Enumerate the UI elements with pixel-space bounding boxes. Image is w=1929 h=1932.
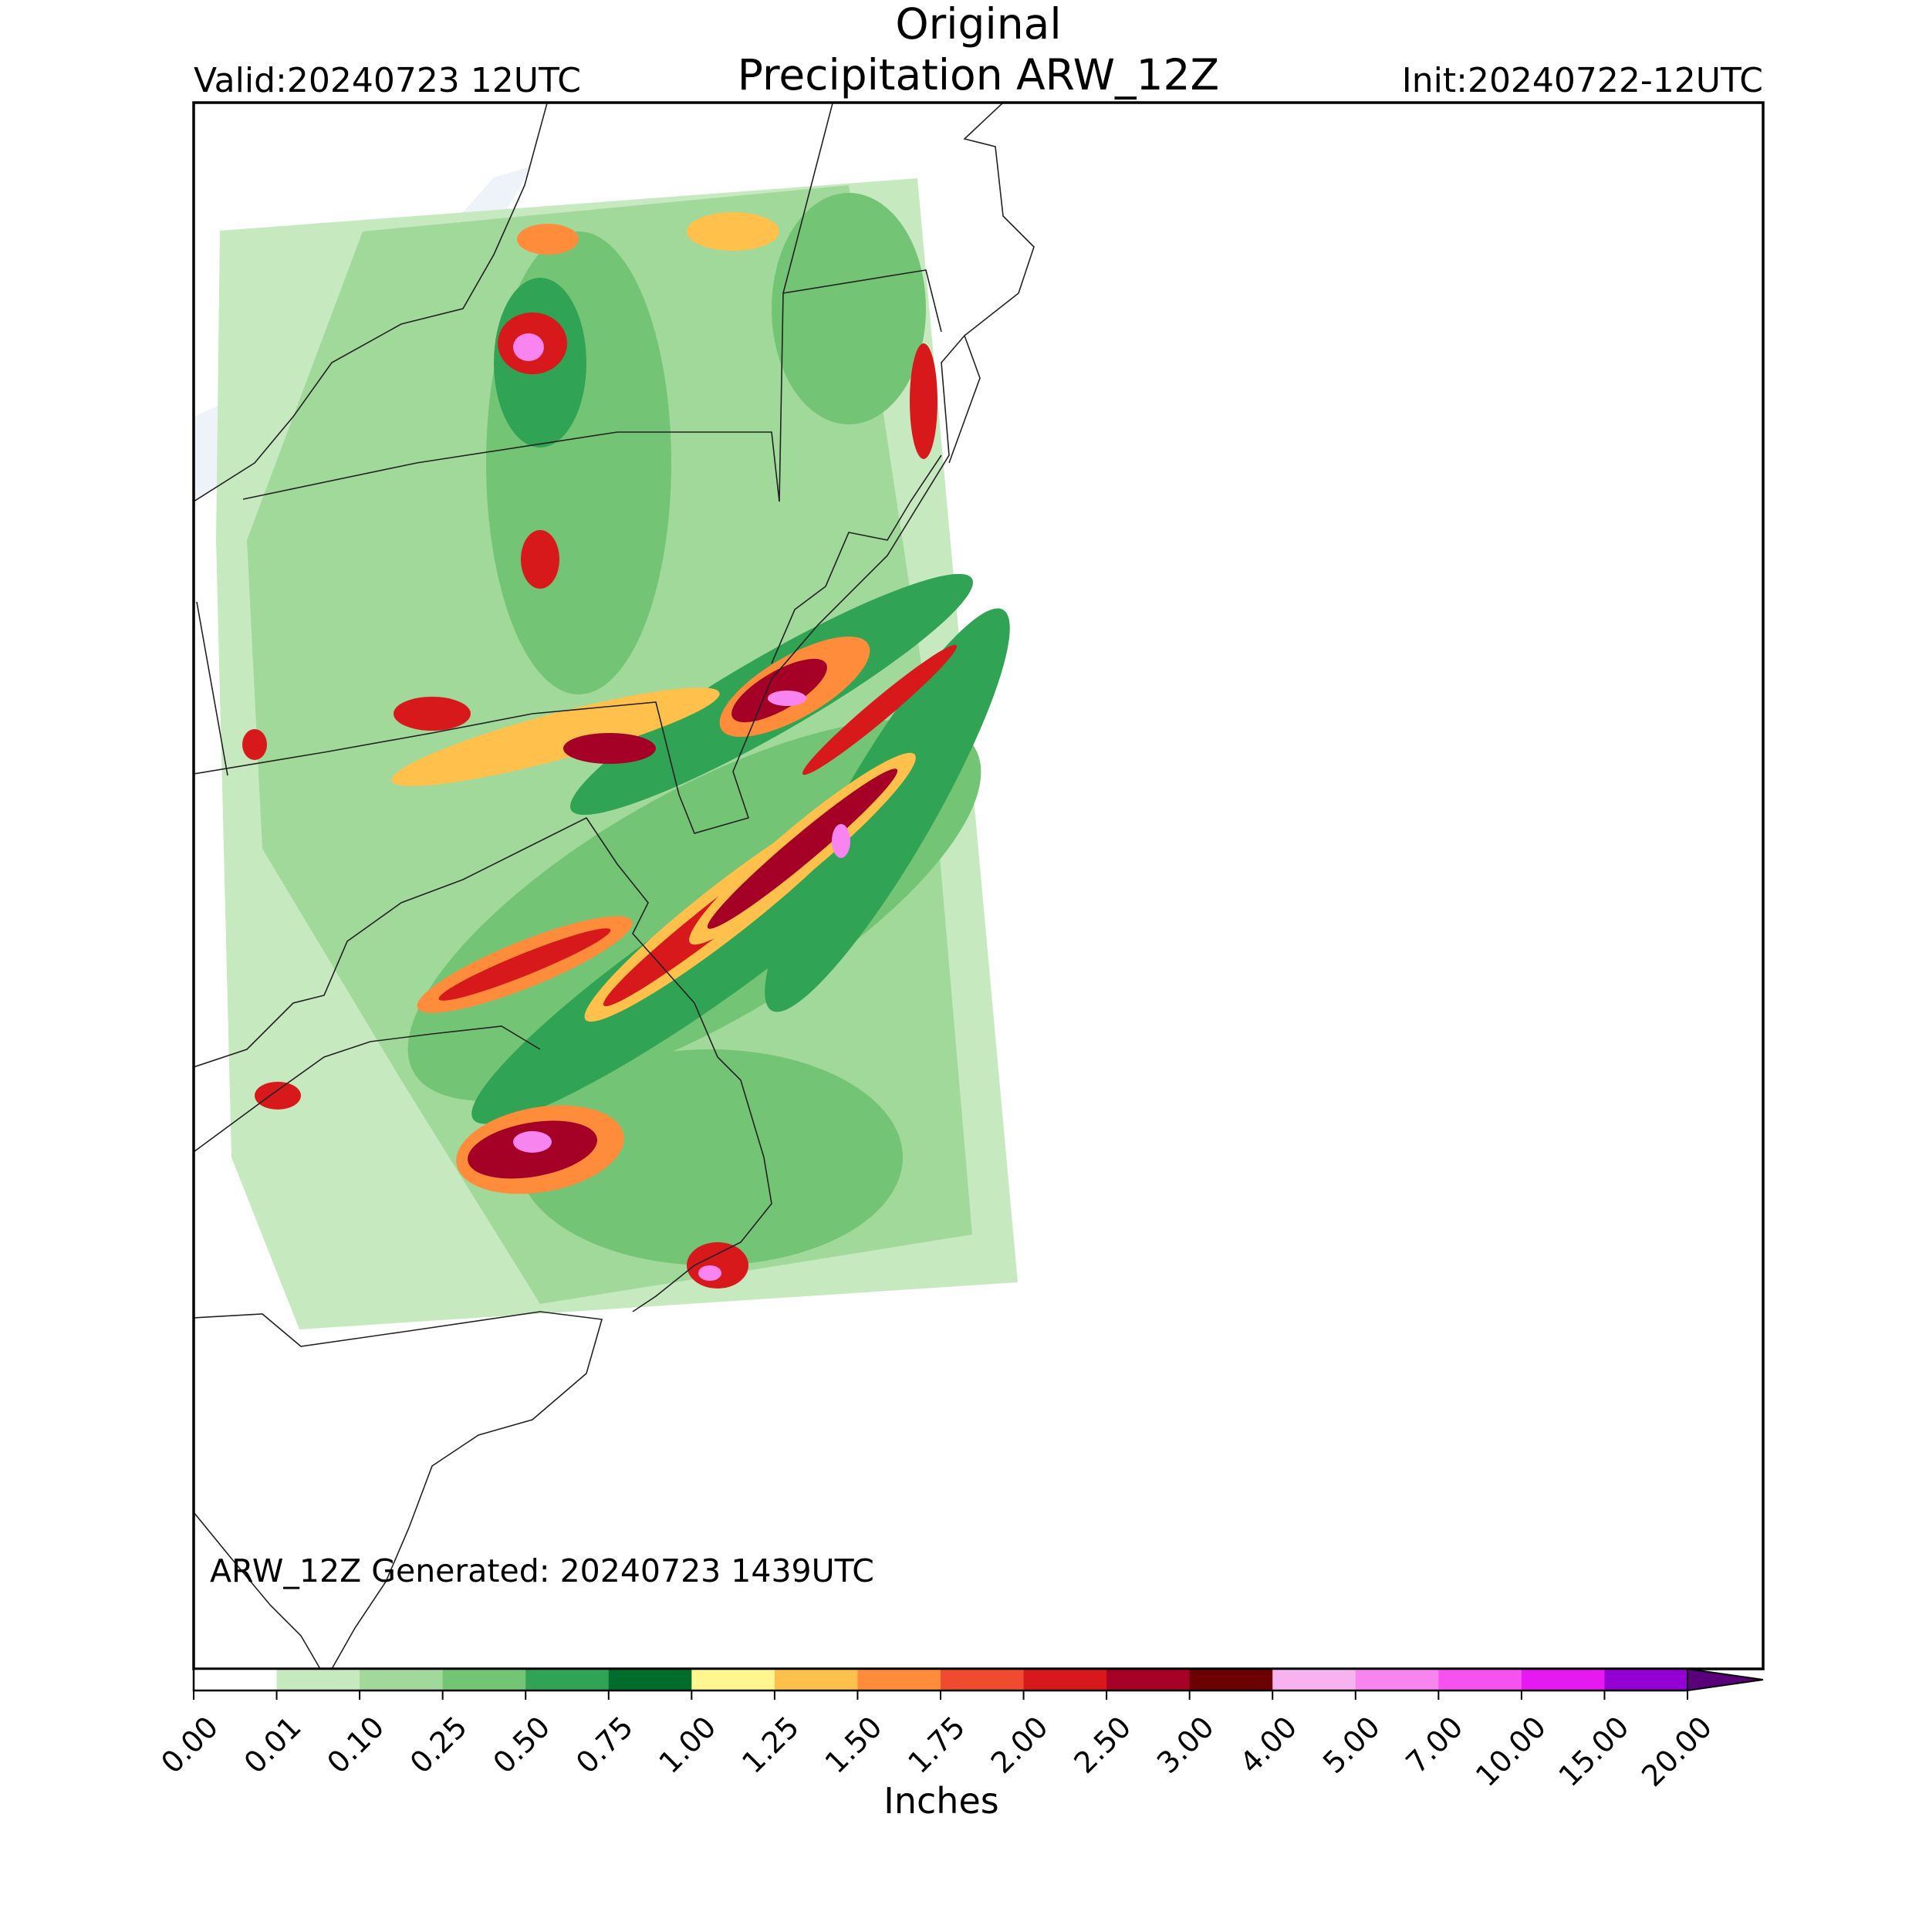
colorbar-segment xyxy=(194,1669,278,1690)
colorbar-tick-label: 1.25 xyxy=(735,1710,806,1780)
colorbar: 0.00 0.01 0.10 0.25 0.50 0.75 1.00 1.25 1.50 1.75… xyxy=(154,1667,1764,1793)
colorbar-segment xyxy=(1189,1669,1273,1690)
colorbar-segment xyxy=(774,1669,858,1690)
colorbar-segment xyxy=(1521,1669,1605,1690)
subtitle: Precipitation ARW_12Z xyxy=(738,50,1219,100)
generated-note: ARW_12Z Generated: 20240723 1439UTC xyxy=(210,1552,874,1589)
colorbar-tick-label: 3.00 xyxy=(1150,1710,1221,1780)
colorbar-tick-label: 0.25 xyxy=(404,1710,474,1780)
colorbar-tick-label: 1.50 xyxy=(819,1710,889,1780)
colorbar-tick-label: 1.75 xyxy=(901,1710,971,1780)
colorbar-segment xyxy=(1604,1669,1688,1690)
colorbar-extend xyxy=(1687,1667,1764,1692)
colorbar-label: Inches xyxy=(883,1780,998,1822)
colorbar-tick-label: 10.00 xyxy=(1469,1710,1552,1793)
colorbar-segment xyxy=(360,1669,444,1690)
valid-time: Valid:20240723 12UTC xyxy=(194,61,581,100)
colorbar-segment xyxy=(1355,1669,1439,1690)
colorbar-tick-label: 1.00 xyxy=(653,1710,723,1780)
colorbar-segment xyxy=(941,1669,1025,1690)
colorbar-segment xyxy=(1438,1669,1522,1690)
map: ARW_12Z Generated: 20240723 1439UTC xyxy=(192,101,1765,1670)
colorbar-segment xyxy=(442,1669,526,1690)
colorbar-tick-label: 15.00 xyxy=(1552,1710,1636,1793)
colorbar-tick-label: 4.00 xyxy=(1233,1710,1303,1780)
colorbar-tick-label: 2.50 xyxy=(1067,1710,1137,1780)
colorbar-tick-label: 20.00 xyxy=(1635,1710,1718,1793)
colorbar-tick-label: 0.10 xyxy=(320,1710,390,1780)
precipitation-field xyxy=(216,178,1018,1329)
init-time: Init:20240722-12UTC xyxy=(1402,61,1763,100)
colorbar-segment xyxy=(1023,1669,1107,1690)
colorbar-segment xyxy=(1272,1669,1356,1690)
colorbar-segment xyxy=(525,1669,610,1690)
colorbar-tick-label: 7.00 xyxy=(1400,1710,1470,1780)
colorbar-tick-label: 0.50 xyxy=(486,1710,556,1780)
colorbar-segment xyxy=(608,1669,692,1690)
colorbar-tick-label: 0.00 xyxy=(154,1710,225,1780)
colorbar-tick-label: 0.01 xyxy=(238,1710,308,1780)
colorbar-segment xyxy=(276,1669,360,1690)
colorbar-segment xyxy=(691,1669,775,1690)
colorbar-tick-label: 2.00 xyxy=(985,1710,1055,1780)
colorbar-tick-label: 0.75 xyxy=(569,1710,640,1780)
colorbar-segment xyxy=(1106,1669,1191,1690)
colorbar-tick-label: 5.00 xyxy=(1316,1710,1387,1780)
title: Original xyxy=(895,0,1061,49)
colorbar-segment xyxy=(857,1669,941,1690)
